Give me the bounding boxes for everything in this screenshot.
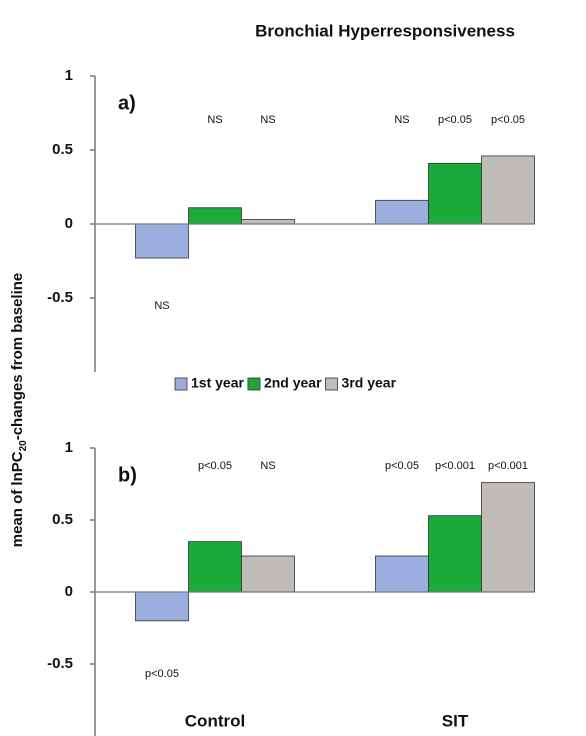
y-tick-label: 1 — [65, 67, 73, 84]
bar — [428, 162, 482, 225]
panel-label: b) — [118, 464, 137, 486]
bar — [375, 555, 429, 593]
x-tick-label: SIT — [442, 711, 469, 730]
y-tick-label: 0.5 — [52, 511, 73, 528]
y-tick-label: -0.5 — [47, 289, 73, 306]
annotation: p<0.001 — [435, 460, 475, 472]
annotation: p<0.05 — [198, 460, 232, 472]
legend-swatch — [174, 377, 188, 391]
x-tick-label: Control — [185, 711, 245, 730]
annotation: NS — [260, 460, 275, 472]
bar — [241, 555, 295, 593]
bar — [375, 199, 429, 225]
annotation: NS — [207, 114, 222, 126]
panel-label: a) — [118, 92, 136, 114]
y-tick-label: -0.5 — [47, 655, 73, 672]
y-label-text: mean of lnPC — [9, 451, 26, 547]
y-tick-label: 0.5 — [52, 141, 73, 158]
bar — [135, 591, 189, 622]
bar — [481, 482, 535, 593]
bar — [481, 155, 535, 225]
annotation: NS — [394, 114, 409, 126]
y-tick-label: 0 — [65, 583, 73, 600]
y-tick-label: 0 — [65, 215, 73, 232]
y-label-sub: 20 — [18, 440, 29, 452]
legend-swatch — [247, 377, 261, 391]
y-axis-label: mean of lnPC20-changes from baseline — [9, 273, 29, 548]
legend-label: 3rd year — [342, 375, 397, 391]
bar — [135, 223, 189, 259]
legend-label: 1st year — [191, 375, 244, 391]
annotation: NS — [154, 300, 169, 312]
annotation: p<0.001 — [488, 460, 528, 472]
annotation: p<0.05 — [145, 668, 179, 680]
bar — [188, 541, 242, 593]
legend-label: 2nd year — [264, 375, 322, 391]
annotation: p<0.05 — [385, 460, 419, 472]
legend-swatch — [325, 377, 338, 391]
bar — [428, 515, 482, 593]
annotation: p<0.05 — [491, 114, 525, 126]
bar — [241, 219, 295, 225]
y-label-text: -changes from baseline — [9, 273, 26, 441]
annotation: p<0.05 — [438, 114, 472, 126]
annotation: NS — [260, 114, 275, 126]
bar — [188, 207, 242, 225]
chart-title: Bronchial Hyperresponsiveness — [255, 21, 515, 40]
y-tick-label: 1 — [65, 439, 73, 456]
